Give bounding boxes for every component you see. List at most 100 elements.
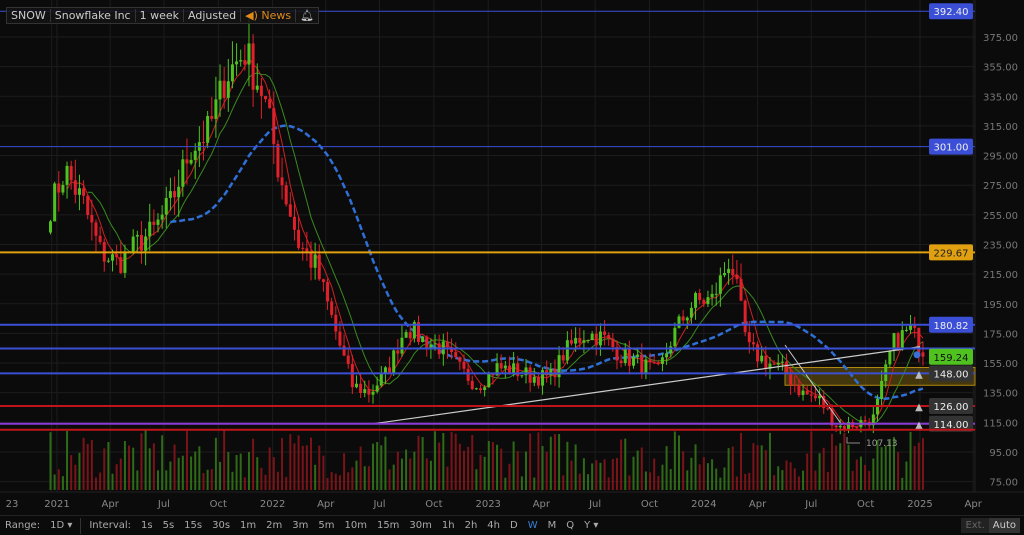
candle (818, 388, 822, 408)
volume-bar (706, 463, 709, 490)
candle-body (284, 185, 288, 205)
candle (230, 41, 234, 89)
candle (524, 358, 528, 384)
volume-bar (876, 440, 879, 490)
candle (499, 354, 503, 373)
symbol[interactable]: SNOW (7, 9, 51, 22)
interval-2h[interactable]: 2h (464, 520, 478, 531)
candle-body (698, 292, 702, 300)
volume-bar (773, 475, 776, 490)
candle-body (503, 365, 507, 369)
candle (404, 329, 408, 339)
candle (371, 384, 375, 404)
candle-body (479, 388, 483, 391)
volume-bar (851, 470, 854, 490)
candle-body (82, 188, 86, 196)
volume-bar (533, 477, 536, 490)
interval-1s[interactable]: 1s (141, 520, 153, 531)
ext-button[interactable]: Ext. (961, 518, 989, 533)
candle (627, 340, 631, 375)
y-tick-label: 215.00 (983, 270, 1018, 281)
volume-bar (740, 432, 743, 490)
candle (243, 44, 247, 71)
interval-M[interactable]: M (547, 520, 557, 531)
candle-body (206, 115, 210, 143)
interval-2m[interactable]: 2m (266, 520, 283, 531)
volume-bar (607, 477, 610, 490)
y-tick-label: 135.00 (983, 389, 1018, 400)
volume-bar (276, 471, 279, 490)
candle (53, 181, 57, 222)
volume-bar (86, 444, 89, 490)
volume-bar (471, 435, 474, 490)
x-tick-label: Jul (157, 499, 170, 510)
candle-body (718, 275, 722, 294)
candle-body (524, 367, 528, 376)
auto-button[interactable]: Auto (988, 518, 1020, 533)
volume-bar (777, 466, 780, 490)
price-chart[interactable]: 375.00 355.00 335.00 315.00 295.00 275.00 255.… (0, 0, 1024, 515)
volume-bar (735, 476, 738, 490)
candle-body (660, 357, 664, 365)
candle-body (731, 268, 735, 276)
candle (648, 352, 652, 370)
interval-4h[interactable]: 4h (487, 520, 500, 531)
news-button[interactable]: ◀) News (241, 9, 297, 22)
interval-5m[interactable]: 5m (318, 520, 335, 531)
candle (569, 329, 573, 346)
volume-bar (855, 459, 858, 490)
candle-body (900, 330, 904, 349)
bell-icon[interactable]: 🔔︎ (300, 9, 315, 22)
interval-3m[interactable]: 3m (292, 520, 309, 531)
candle-body (809, 394, 813, 396)
candle (681, 309, 685, 326)
volume-bar (665, 446, 668, 490)
x-tick-label: Oct (857, 499, 874, 510)
candle-body (822, 395, 826, 409)
volume-bar (632, 456, 635, 490)
price-label-box (929, 365, 973, 382)
volume-bar (181, 455, 184, 490)
candle (148, 203, 152, 251)
range-select[interactable]: 1D ▾ (50, 520, 73, 531)
x-tick-label: 2023 (475, 499, 500, 510)
volume-bar (247, 451, 250, 490)
candle (520, 374, 524, 379)
candle (623, 343, 627, 366)
x-tick-label: 2021 (44, 499, 69, 510)
candle (284, 181, 288, 207)
volume-bar (516, 451, 519, 490)
candle (557, 346, 561, 388)
interval-30m[interactable]: 30m (409, 520, 432, 531)
interval-Q[interactable]: Q (566, 520, 575, 531)
interval-D[interactable]: D (510, 520, 518, 531)
candle (789, 366, 793, 395)
candle-body (913, 325, 917, 328)
interval-10m[interactable]: 10m (344, 520, 367, 531)
volume-bar (558, 433, 561, 490)
interval-15m[interactable]: 15m (376, 520, 400, 531)
candle (900, 321, 904, 351)
candle-body (702, 299, 706, 305)
interval-1h[interactable]: 1h (441, 520, 455, 531)
period[interactable]: 1 week (136, 9, 185, 22)
interval-Y[interactable]: Y ▾ (584, 520, 599, 531)
candle-body (230, 64, 234, 82)
interval-30s[interactable]: 30s (212, 520, 231, 531)
interval-1m[interactable]: 1m (240, 520, 257, 531)
volume-bar (901, 477, 904, 490)
interval-5s[interactable]: 5s (162, 520, 175, 531)
candle-body (276, 143, 280, 178)
candle-body (747, 332, 751, 343)
volume-bar (123, 441, 126, 490)
volume-bar (223, 430, 226, 490)
volume-bar (644, 471, 647, 490)
volume-bar (537, 432, 540, 490)
interval-15s[interactable]: 15s (184, 520, 203, 531)
adjustment[interactable]: Adjusted (184, 9, 242, 22)
volume-bar (74, 464, 77, 490)
interval-W[interactable]: W (527, 520, 538, 531)
volume-bar (103, 448, 106, 490)
volume-bar (785, 460, 788, 490)
volume-bar (818, 453, 821, 490)
